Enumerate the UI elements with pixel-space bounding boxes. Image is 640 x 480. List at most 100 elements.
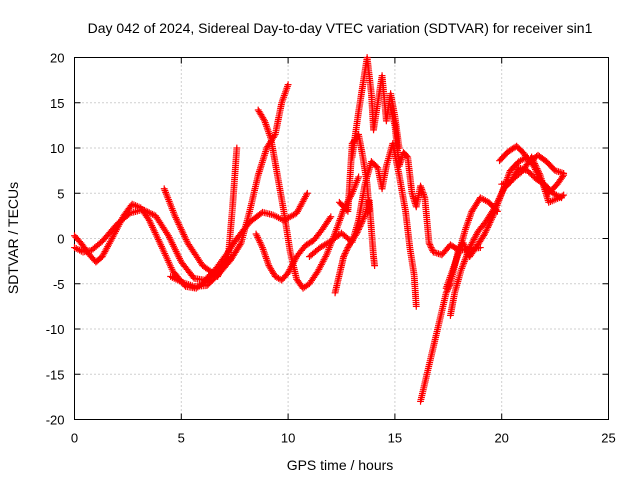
data-point xyxy=(481,228,489,236)
data-point xyxy=(426,241,434,248)
y-tick-label: 20 xyxy=(50,51,64,66)
data-point xyxy=(481,230,489,238)
data-markers xyxy=(71,54,568,405)
series-track-13 xyxy=(442,194,501,292)
y-tick-label: -10 xyxy=(46,322,65,337)
data-point xyxy=(403,152,411,160)
data-point xyxy=(427,244,435,251)
data-point xyxy=(139,206,147,213)
data-point xyxy=(531,160,539,168)
data-point xyxy=(491,203,499,211)
data-point xyxy=(322,253,330,260)
data-point xyxy=(358,219,365,227)
data-point xyxy=(355,224,363,232)
x-tick-label: 15 xyxy=(388,431,402,446)
x-axis-label: GPS time / hours xyxy=(287,457,394,473)
data-point xyxy=(164,230,171,238)
data-point xyxy=(353,229,361,236)
data-point xyxy=(270,132,278,140)
data-point xyxy=(559,173,566,181)
y-tick-label: 10 xyxy=(50,141,64,156)
data-point xyxy=(493,200,501,207)
y-tick-label: 5 xyxy=(57,186,64,201)
data-point xyxy=(260,115,268,123)
y-tick-label: -15 xyxy=(46,367,65,382)
data-point xyxy=(358,218,366,226)
data-point xyxy=(427,242,434,250)
data-point xyxy=(412,302,420,310)
x-tick-label: 25 xyxy=(601,431,615,446)
data-point xyxy=(558,194,565,202)
data-point xyxy=(327,213,335,221)
data-point xyxy=(533,165,541,172)
x-tick-label: 10 xyxy=(281,431,295,446)
data-point xyxy=(149,210,156,218)
data-point xyxy=(532,161,539,169)
y-tick-label: -5 xyxy=(53,277,65,292)
data-point xyxy=(494,198,502,206)
series-track-2 xyxy=(71,189,311,284)
data-point xyxy=(326,214,334,222)
y-tick-label: -20 xyxy=(46,413,65,428)
data-point xyxy=(145,209,153,217)
data-point xyxy=(342,248,350,256)
chart-title: Day 042 of 2024, Sidereal Day-to-day VTE… xyxy=(88,20,593,36)
x-tick-label: 0 xyxy=(71,431,78,446)
data-point xyxy=(485,222,492,230)
data-point xyxy=(356,223,364,230)
series-track-10 xyxy=(331,197,379,297)
data-point xyxy=(532,163,540,171)
data-point xyxy=(495,195,503,202)
data-point xyxy=(147,210,155,217)
x-tick-labels: 0 5 10 15 20 25 xyxy=(71,431,616,446)
data-point xyxy=(498,188,506,196)
data-point xyxy=(355,173,362,181)
grid-lines xyxy=(74,57,609,420)
data-point xyxy=(482,227,490,235)
data-point xyxy=(357,221,365,229)
data-point xyxy=(497,191,505,199)
data-point xyxy=(343,247,350,254)
x-tick-label: 5 xyxy=(178,431,185,446)
series-track-15 xyxy=(496,142,568,177)
data-point xyxy=(236,241,244,248)
data-point xyxy=(360,213,368,221)
data-point xyxy=(141,206,148,214)
series-track-4 xyxy=(167,81,292,290)
y-tick-label: 15 xyxy=(50,96,64,111)
data-point xyxy=(428,245,436,253)
data-point xyxy=(303,191,310,199)
data-point xyxy=(534,166,542,174)
data-point xyxy=(353,230,360,238)
data-point xyxy=(303,189,311,197)
data-point xyxy=(360,214,367,222)
data-point xyxy=(484,223,492,231)
data-point xyxy=(359,216,367,224)
series-track-16 xyxy=(498,164,565,202)
data-point xyxy=(354,227,362,235)
y-axis-label: SDTVAR / TECUs xyxy=(5,182,21,294)
data-point xyxy=(535,170,543,177)
data-point xyxy=(340,253,348,260)
y-tick-labels: -20 -15 -10 -5 0 5 10 15 20 xyxy=(46,51,65,428)
data-point xyxy=(496,193,504,201)
data-point xyxy=(142,207,150,215)
data-point xyxy=(341,250,349,257)
data-point xyxy=(483,225,491,233)
series-track-6 xyxy=(252,213,335,284)
data-point xyxy=(494,196,502,204)
data-point xyxy=(535,168,542,176)
data-point xyxy=(498,190,505,198)
data-point xyxy=(233,144,241,152)
data-point xyxy=(560,169,568,177)
data-point xyxy=(144,208,152,216)
data-point xyxy=(284,81,292,89)
data-point xyxy=(492,201,500,209)
x-tick-label: 20 xyxy=(494,431,508,446)
series-track-3 xyxy=(160,144,241,280)
data-point xyxy=(425,239,433,247)
data-point xyxy=(371,262,379,270)
data-point xyxy=(343,245,351,253)
data-point xyxy=(355,226,362,233)
